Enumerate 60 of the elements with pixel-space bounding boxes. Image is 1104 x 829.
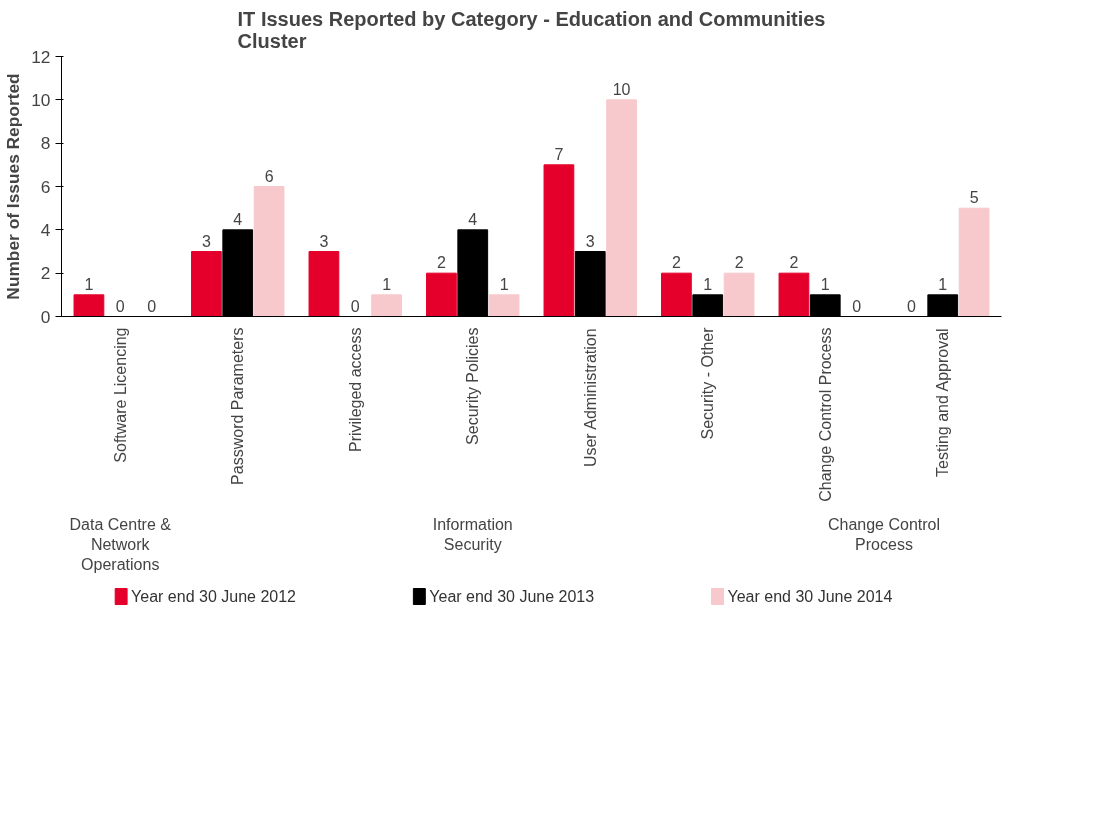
bar (661, 272, 692, 317)
data-label: 4 (233, 210, 243, 228)
data-label: 3 (585, 232, 595, 250)
x-tick-label: Change Control Process (816, 327, 834, 502)
data-label: 6 (264, 167, 274, 185)
data-label: 7 (554, 145, 564, 163)
data-label: 1 (499, 275, 509, 293)
legend-label: Year end 30 June 2013 (429, 588, 595, 605)
bar (958, 207, 990, 317)
data-label: 3 (201, 232, 211, 250)
text: Information Security (432, 515, 513, 553)
x-tick-label: Software Licencing (111, 327, 129, 463)
bar (778, 272, 810, 317)
data-label: 1 (820, 275, 830, 293)
data-label: 1 (382, 275, 392, 293)
data-label: 1 (938, 275, 948, 293)
x-tick-label: Privileged access (346, 327, 364, 452)
data-label: 3 (319, 232, 329, 250)
x-tick-label: Password Parameters (229, 327, 247, 485)
bar (488, 294, 520, 317)
bar (371, 294, 402, 317)
bar (73, 294, 105, 317)
data-label: 0 (350, 297, 360, 315)
data-label: 10 (612, 80, 631, 98)
x-tick-label: User Administration (581, 328, 599, 468)
data-label: 0 (852, 297, 862, 315)
y-tick-label: 10 (31, 89, 51, 110)
data-label: 0 (906, 297, 916, 315)
x-tick-label: Security - Other (699, 326, 717, 440)
x-tick-label: Testing and Approval (934, 328, 952, 477)
data-label: 0 (147, 297, 157, 315)
data-label: 2 (436, 254, 446, 272)
y-tick-label: 8 (40, 133, 51, 154)
y-tick-label: 0 (40, 306, 51, 327)
bar (308, 251, 340, 317)
chart-title: IT Issues Reported by Category - Education and Communities Cluster (237, 7, 826, 52)
bar (723, 272, 755, 317)
y-axis-title: Number of Issues Reported (3, 73, 24, 300)
text: Data Centre & Network Operations (69, 515, 172, 574)
bar (606, 99, 637, 317)
y-tick-label: 12 (31, 46, 51, 67)
bar (253, 186, 285, 317)
bar (426, 272, 457, 317)
x-tick-label: Security Policies (464, 327, 482, 445)
y-tick-label: 6 (40, 176, 51, 197)
text: Change Control Process (827, 515, 941, 553)
y-tick-label: 4 (40, 219, 51, 240)
data-label: 1 (703, 275, 713, 293)
bar (191, 251, 222, 317)
data-label: 2 (671, 254, 681, 272)
data-label: 1 (84, 275, 94, 293)
data-label: 2 (789, 254, 799, 272)
data-label: 4 (468, 210, 478, 228)
legend-label: Year end 30 June 2012 (131, 588, 297, 605)
bar (543, 164, 575, 317)
data-label: 2 (734, 254, 744, 272)
data-label: 0 (115, 297, 125, 315)
y-tick-label: 2 (40, 263, 51, 284)
data-label: 5 (969, 189, 979, 207)
legend-label: Year end 30 June 2014 (727, 588, 893, 605)
